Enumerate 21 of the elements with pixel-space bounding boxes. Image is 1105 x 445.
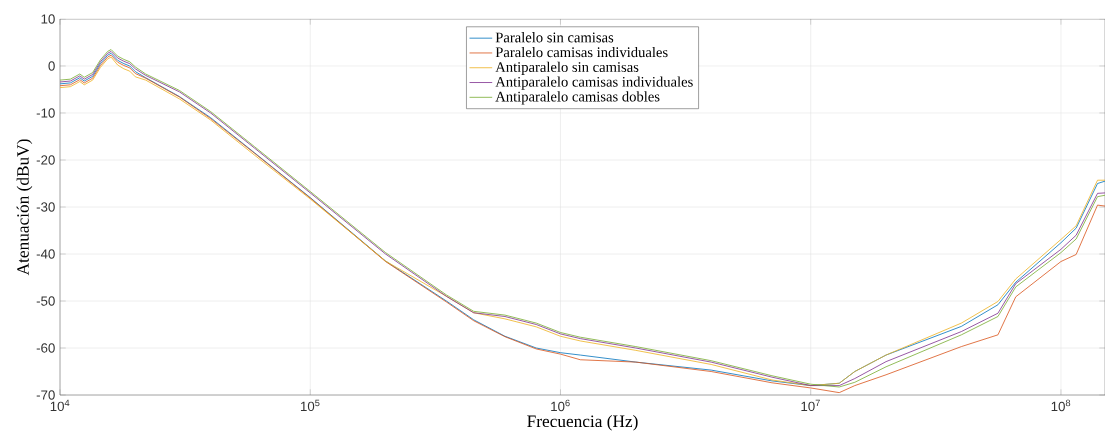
x-tick-label: 10$^{6}$: [551, 399, 570, 412]
legend-label: Antiparalelo camisas individuales: [495, 76, 693, 90]
legend-label: Antiparalelo camisas dobles: [495, 91, 660, 105]
y-tick-label: 10: [41, 14, 55, 24]
y-tick-label: -70: [36, 390, 55, 400]
x-tick-label: 10$^{4}$: [50, 399, 70, 412]
y-tick-label: -20: [36, 155, 55, 165]
y-tick-label: -40: [36, 249, 55, 259]
y-tick-label: 0: [48, 61, 55, 71]
legend-label: Paralelo sin camisas: [495, 32, 614, 43]
legend-label: Paralelo camisas individuales: [495, 46, 668, 58]
y-tick-label: -10: [36, 108, 55, 118]
x-tick-label: 10$^{8}$: [1051, 399, 1071, 412]
legend-label: Antiparalelo sin camisas: [495, 61, 639, 75]
x-axis-title: Frecuencia (Hz): [527, 414, 638, 431]
y-tick-label: -30: [36, 202, 55, 212]
y-tick-label: -50: [36, 296, 55, 306]
x-tick-label: 10$^{7}$: [801, 399, 820, 412]
y-axis-title: Atenuación (dBuV): [16, 139, 33, 276]
x-tick-label: 10$^{5}$: [300, 399, 320, 412]
y-tick-label: -60: [36, 343, 55, 353]
